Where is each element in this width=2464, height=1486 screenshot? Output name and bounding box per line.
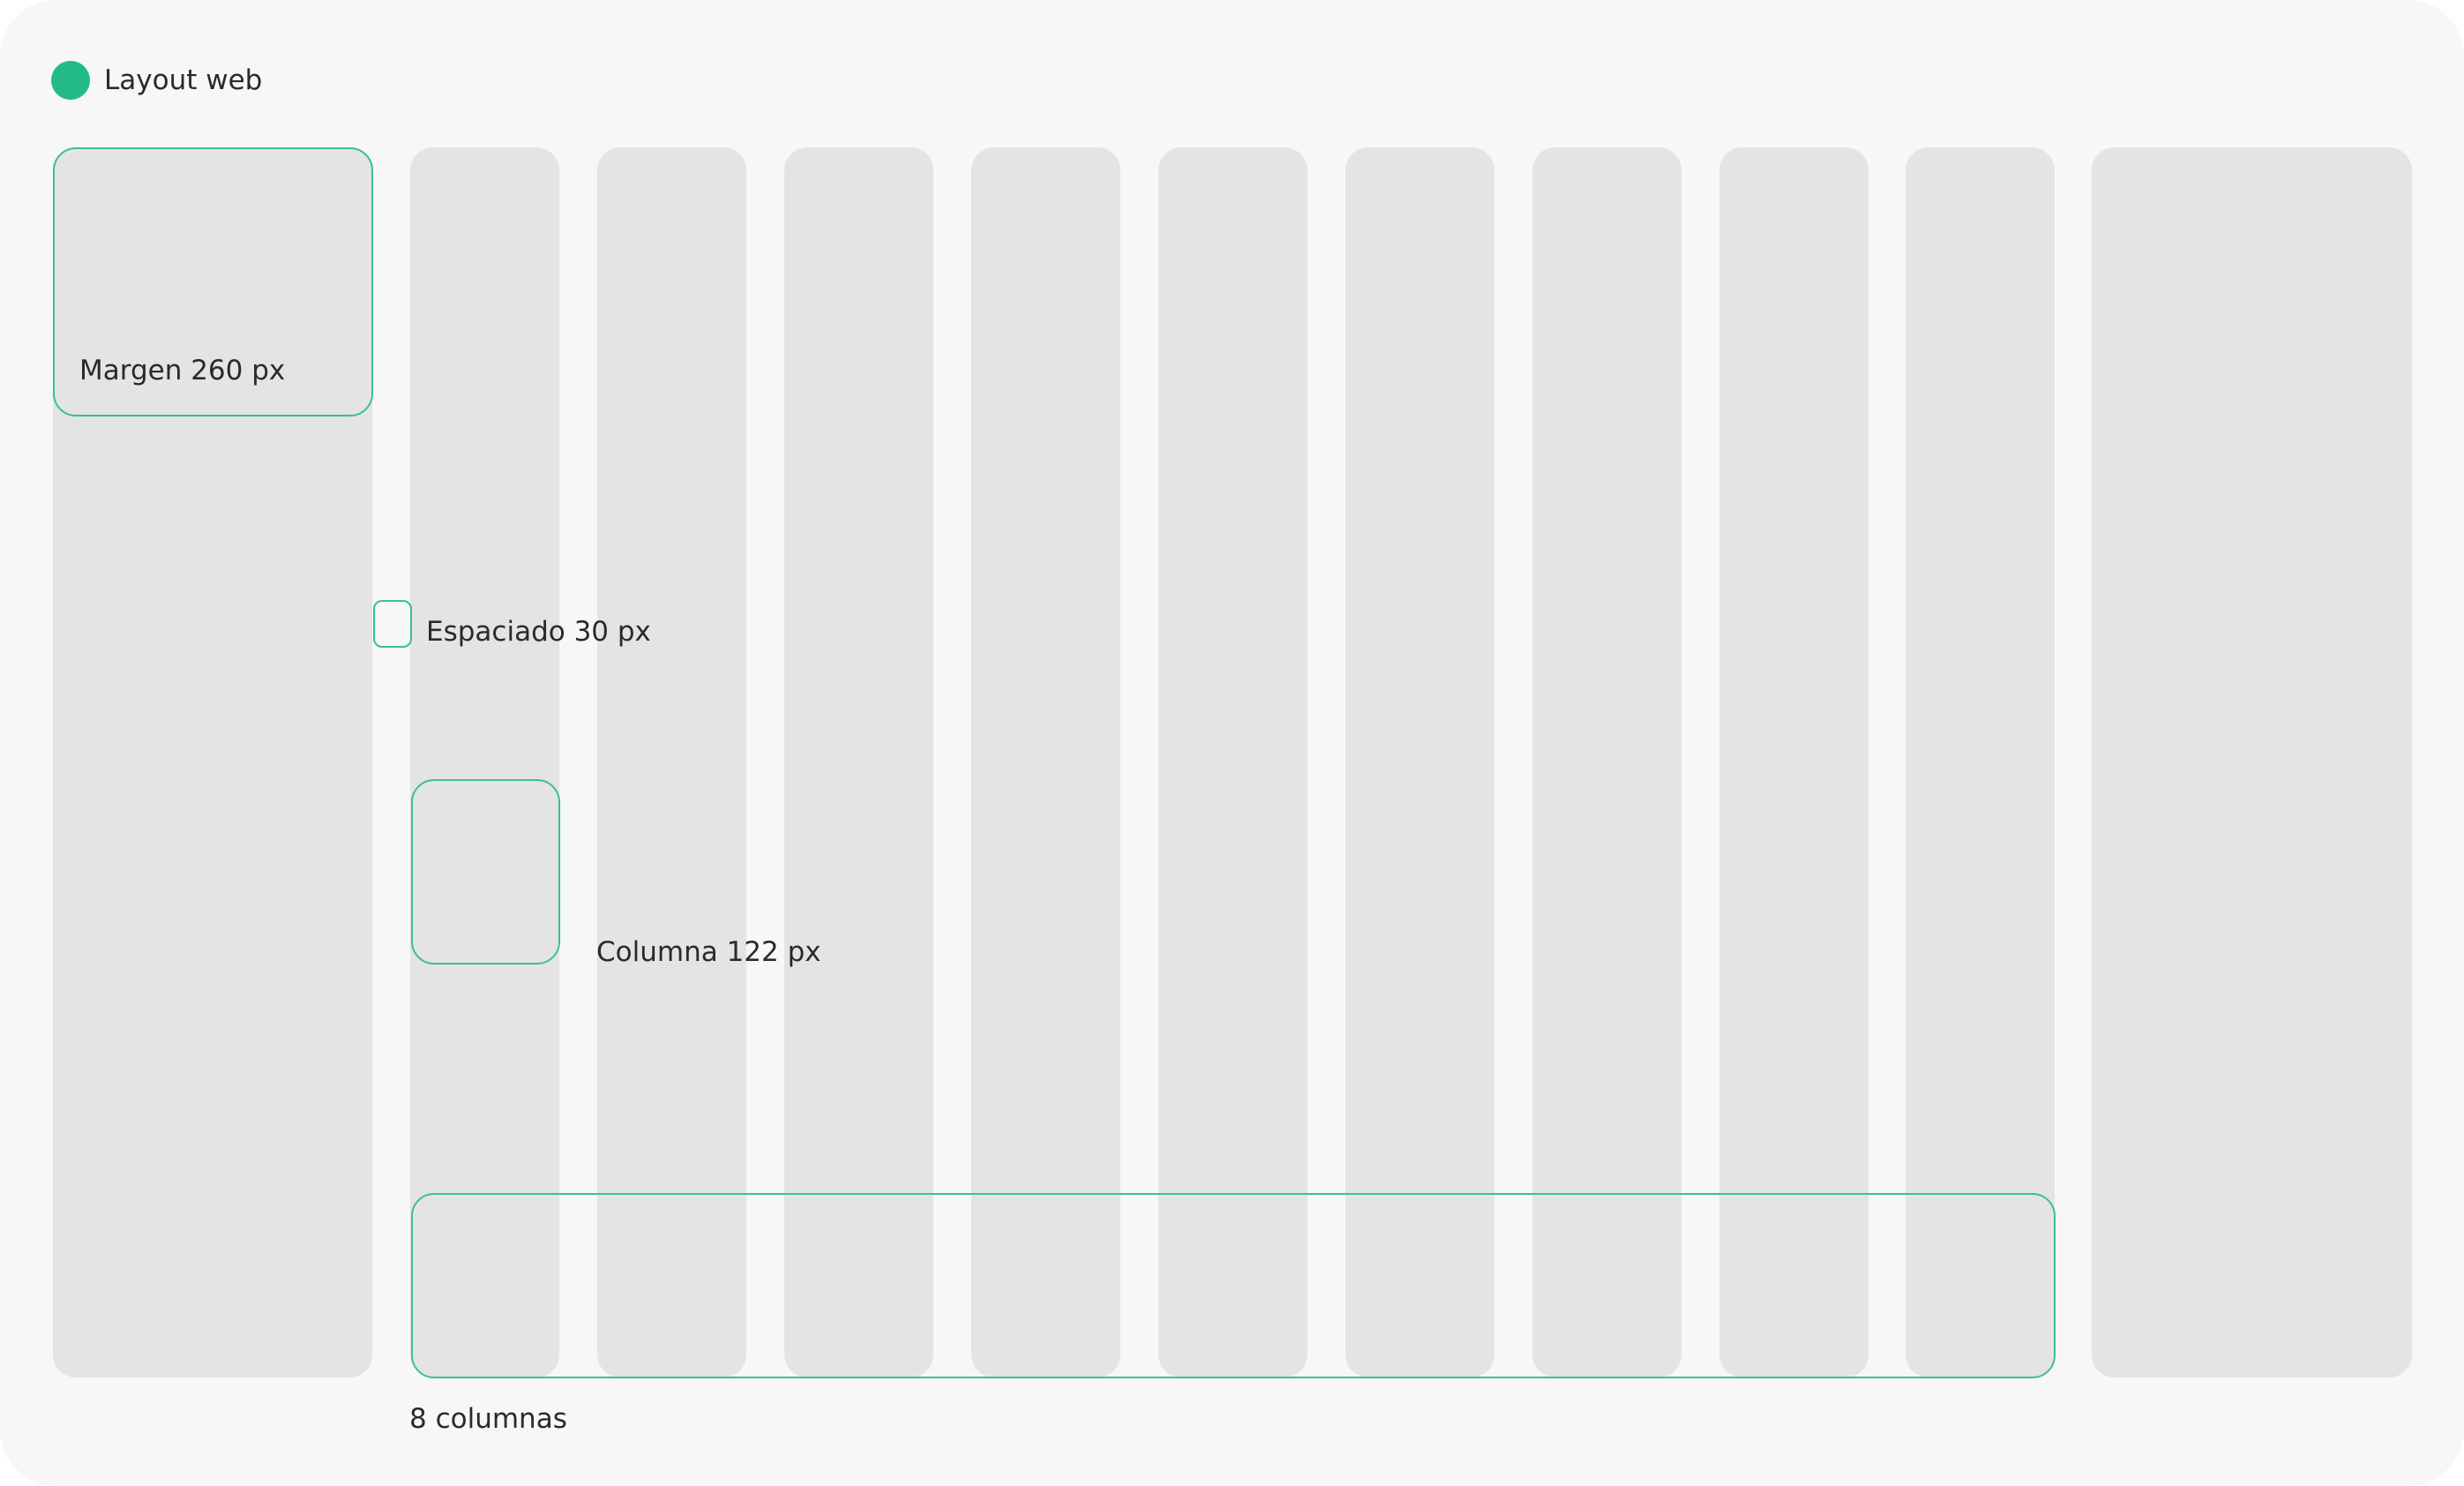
grid-column — [410, 147, 559, 1377]
grid-column — [1906, 147, 2055, 1377]
columns-label: 8 columnas — [409, 1403, 567, 1435]
columns-highlight — [411, 1193, 2056, 1378]
grid-column — [1158, 147, 1307, 1377]
grid-column — [1532, 147, 1681, 1377]
title-row: Layout web — [51, 60, 262, 101]
left-margin — [53, 147, 372, 1377]
right-margin — [2092, 147, 2412, 1377]
margin-label: Margen 260 px — [79, 355, 286, 387]
margin-highlight — [53, 147, 373, 417]
gutter-label: Espaciado 30 px — [426, 616, 651, 648]
grid-column — [971, 147, 1120, 1377]
column-highlight — [411, 779, 560, 964]
accent-dot-icon — [51, 61, 90, 100]
grid-column — [784, 147, 933, 1377]
page-title: Layout web — [104, 64, 263, 96]
column-label: Columna 122 px — [596, 936, 821, 968]
grid-column — [597, 147, 746, 1377]
grid-column — [1345, 147, 1494, 1377]
grid-column — [1719, 147, 1869, 1377]
gutter-highlight — [373, 600, 412, 648]
